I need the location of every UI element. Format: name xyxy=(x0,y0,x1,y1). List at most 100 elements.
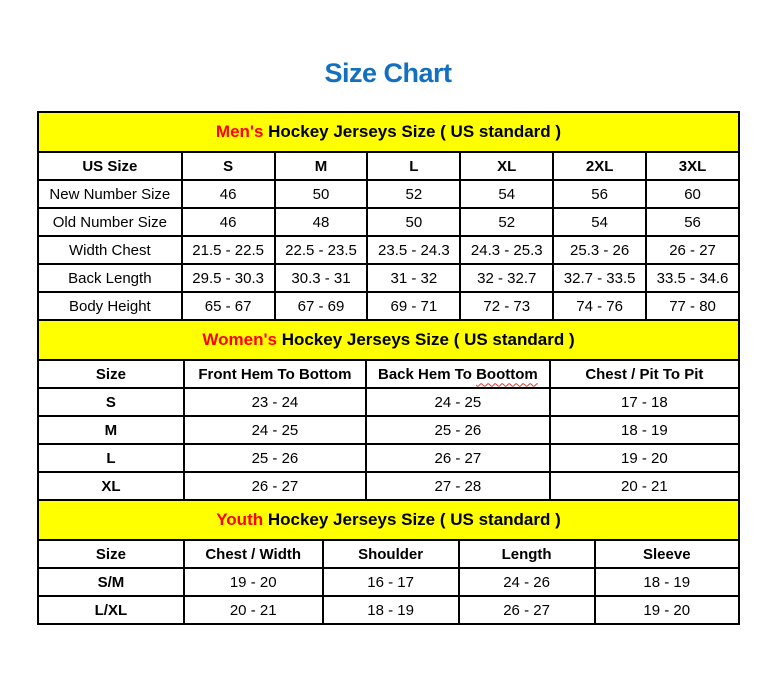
mens-banner-accent: Men's xyxy=(215,122,264,141)
womens-banner-accent: Women's xyxy=(202,330,277,349)
mens-cell: 31 - 32 xyxy=(366,263,462,293)
mens-column-header-1: S xyxy=(180,151,276,181)
mens-cell: 77 - 80 xyxy=(645,291,740,321)
youth-column-header-4: Sleeve xyxy=(593,539,741,569)
mens-cell: 23.5 - 24.3 xyxy=(366,235,462,265)
youth-cell: 26 - 27 xyxy=(457,595,596,625)
youth-cell: 18 - 19 xyxy=(321,595,460,625)
womens-cell: 18 - 19 xyxy=(548,415,741,445)
youth-row-1: L/XL 20 - 21 18 - 19 26 - 27 19 - 20 xyxy=(37,595,741,625)
youth-cell: 20 - 21 xyxy=(182,595,324,625)
mens-cell: 60 xyxy=(645,179,740,209)
youth-cell: 19 - 20 xyxy=(593,595,741,625)
misspelled-word: Boottom xyxy=(476,365,538,383)
mens-cell: 30.3 - 31 xyxy=(273,263,369,293)
womens-cell: 25 - 26 xyxy=(365,415,551,445)
mens-cell: 32.7 - 33.5 xyxy=(552,263,648,293)
mens-cell: 69 - 71 xyxy=(366,291,462,321)
womens-column-header-1: Front Hem To Bottom xyxy=(182,359,368,389)
womens-cell: 24 - 25 xyxy=(182,415,368,445)
womens-column-header-3: Chest / Pit To Pit xyxy=(548,359,741,389)
youth-column-header-3: Length xyxy=(457,539,596,569)
womens-cell: 27 - 28 xyxy=(365,471,551,501)
mens-cell: 54 xyxy=(552,207,648,237)
mens-column-header-0: US Size xyxy=(37,151,183,181)
mens-column-header-2: M xyxy=(273,151,369,181)
womens-row-label: M xyxy=(37,415,185,445)
mens-row-label: Back Length xyxy=(37,263,183,293)
youth-column-header-1: Chest / Width xyxy=(182,539,324,569)
mens-cell: 56 xyxy=(645,207,740,237)
womens-column-header-text: Back Hem To xyxy=(378,365,477,383)
mens-row-label: New Number Size xyxy=(37,179,183,209)
mens-cell: 33.5 - 34.6 xyxy=(645,263,740,293)
mens-cell: 46 xyxy=(180,179,276,209)
mens-row-3: Back Length 29.5 - 30.3 30.3 - 31 31 - 32 32… xyxy=(37,263,740,293)
mens-row-label: Old Number Size xyxy=(37,207,183,237)
mens-banner-row: Men's Hockey Jerseys Size ( US standard … xyxy=(37,111,740,153)
womens-cell: 17 - 18 xyxy=(548,387,741,417)
youth-banner-accent: Youth xyxy=(216,510,264,529)
youth-row-label: S/M xyxy=(37,567,185,597)
mens-cell: 54 xyxy=(459,179,555,209)
mens-cell: 24.3 - 25.3 xyxy=(459,235,555,265)
youth-cell: 18 - 19 xyxy=(593,567,741,597)
womens-header-row: Size Front Hem To Bottom Back Hem To Boott… xyxy=(37,359,741,389)
mens-banner: Men's Hockey Jerseys Size ( US standard … xyxy=(37,111,740,153)
mens-cell: 25.3 - 26 xyxy=(552,235,648,265)
youth-row-0: S/M 19 - 20 16 - 17 24 - 26 18 - 19 xyxy=(37,567,741,597)
womens-banner: Women's Hockey Jerseys Size ( US standar… xyxy=(37,319,740,361)
mens-column-header-6: 3XL xyxy=(645,151,740,181)
mens-cell: 29.5 - 30.3 xyxy=(180,263,276,293)
mens-cell: 50 xyxy=(366,207,462,237)
mens-row-label: Body Height xyxy=(37,291,183,321)
mens-row-2: Width Chest 21.5 - 22.5 22.5 - 23.5 23.5 - … xyxy=(37,235,740,265)
youth-banner-row: Youth Hockey Jerseys Size ( US standard … xyxy=(37,499,740,541)
mens-row-1: Old Number Size 46 48 50 52 54 56 xyxy=(37,207,740,237)
youth-cell: 24 - 26 xyxy=(457,567,596,597)
youth-column-header-0: Size xyxy=(37,539,185,569)
youth-banner-text: Hockey Jerseys Size ( US standard ) xyxy=(263,510,561,529)
mens-column-header-5: 2XL xyxy=(552,151,648,181)
size-tables-container: Men's Hockey Jerseys Size ( US standard … xyxy=(37,111,741,625)
womens-cell: 23 - 24 xyxy=(182,387,368,417)
youth-banner: Youth Hockey Jerseys Size ( US standard … xyxy=(37,499,740,541)
womens-column-header-2: Back Hem To Boottom xyxy=(365,359,551,389)
mens-cell: 72 - 73 xyxy=(459,291,555,321)
womens-cell: 26 - 27 xyxy=(182,471,368,501)
mens-cell: 48 xyxy=(273,207,369,237)
mens-cell: 52 xyxy=(366,179,462,209)
womens-size-table: Women's Hockey Jerseys Size ( US standar… xyxy=(37,319,741,501)
youth-header-row: Size Chest / Width Shoulder Length Sleeve xyxy=(37,539,741,569)
womens-cell: 25 - 26 xyxy=(182,443,368,473)
mens-cell: 67 - 69 xyxy=(273,291,369,321)
mens-cell: 56 xyxy=(552,179,648,209)
mens-cell: 32 - 32.7 xyxy=(459,263,555,293)
youth-cell: 16 - 17 xyxy=(321,567,460,597)
mens-cell: 74 - 76 xyxy=(552,291,648,321)
youth-row-label: L/XL xyxy=(37,595,185,625)
womens-column-header-0: Size xyxy=(37,359,185,389)
womens-row-label: S xyxy=(37,387,185,417)
mens-cell: 21.5 - 22.5 xyxy=(180,235,276,265)
womens-cell: 19 - 20 xyxy=(548,443,741,473)
mens-column-header-4: XL xyxy=(459,151,555,181)
womens-row-2: L 25 - 26 26 - 27 19 - 20 xyxy=(37,443,741,473)
mens-row-label: Width Chest xyxy=(37,235,183,265)
mens-row-0: New Number Size 46 50 52 54 56 60 xyxy=(37,179,740,209)
mens-cell: 22.5 - 23.5 xyxy=(273,235,369,265)
womens-row-0: S 23 - 24 24 - 25 17 - 18 xyxy=(37,387,741,417)
womens-cell: 20 - 21 xyxy=(548,471,741,501)
womens-banner-text: Hockey Jerseys Size ( US standard ) xyxy=(276,330,575,349)
mens-cell: 46 xyxy=(180,207,276,237)
mens-cell: 26 - 27 xyxy=(645,235,740,265)
mens-column-header-3: L xyxy=(366,151,462,181)
womens-row-1: M 24 - 25 25 - 26 18 - 19 xyxy=(37,415,741,445)
womens-row-label: L xyxy=(37,443,185,473)
mens-cell: 50 xyxy=(273,179,369,209)
youth-cell: 19 - 20 xyxy=(182,567,324,597)
youth-column-header-2: Shoulder xyxy=(321,539,460,569)
womens-banner-row: Women's Hockey Jerseys Size ( US standar… xyxy=(37,319,740,361)
mens-cell: 52 xyxy=(459,207,555,237)
